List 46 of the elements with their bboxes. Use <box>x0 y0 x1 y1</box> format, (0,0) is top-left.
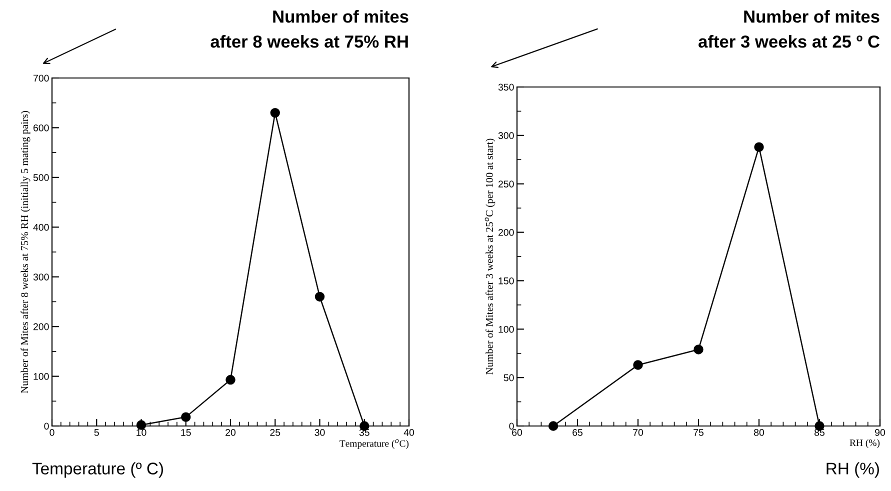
y-tick-label: 50 <box>504 374 514 382</box>
y-tick-label: 350 <box>498 84 514 91</box>
x-axis-title: Temperature ($^{o}$C) <box>340 439 409 449</box>
point <box>270 108 280 118</box>
y-tick-label: 500 <box>33 174 49 182</box>
x-tick-label: 40 <box>404 429 414 436</box>
point <box>548 421 558 431</box>
chart-title: Number of mites after 3 weeks at 25 º C <box>698 10 880 48</box>
x-tick-label: 60 <box>512 429 522 436</box>
x-tick-label: 25 <box>270 429 280 436</box>
y-tick-label: 200 <box>33 323 49 330</box>
point <box>754 142 764 152</box>
y-axis-title: Number of Mites after 3 weeks at 25$^{o}$C (per 100 at start) <box>484 138 496 374</box>
x-tick-label: 15 <box>181 429 191 436</box>
y-tick-label: 250 <box>498 180 514 188</box>
x-tick-label: 5 <box>94 429 99 436</box>
chart-title: Number of mites after 8 weeks at 75% RH <box>210 10 408 48</box>
y-tick-label: 300 <box>498 132 514 140</box>
x-tick-label: 0 <box>50 429 54 436</box>
text: Temperature (º C) <box>32 462 164 478</box>
y-tick-label: 100 <box>34 373 49 380</box>
y-tick-label: 0 <box>44 422 49 430</box>
x-tick-label: 30 <box>314 429 325 436</box>
x-axis-title: RH (%) <box>850 439 880 448</box>
y-tick-label: 150 <box>498 277 514 284</box>
text: RH (%) <box>826 462 879 478</box>
point <box>633 360 643 370</box>
x-tick-label: 10 <box>136 429 146 436</box>
point <box>181 412 191 422</box>
point <box>694 344 704 354</box>
y-tick-label: 200 <box>498 229 514 236</box>
y-tick-label: 300 <box>33 274 49 280</box>
y-axis-title: Number of Mites after 8 weeks at 75% RH (initially 5 mating pairs) <box>20 111 30 394</box>
y-tick-label: 400 <box>33 224 49 231</box>
x-tick-label: 80 <box>754 429 764 436</box>
y-tick-label: 100 <box>498 326 514 333</box>
y-tick-label: 600 <box>33 124 49 132</box>
point <box>226 374 236 385</box>
x-tick-label: 70 <box>633 429 644 436</box>
y-tick-label: 0 <box>509 422 514 430</box>
x-tick-label: 75 <box>694 429 704 436</box>
point <box>314 292 325 302</box>
y-tick-label: 700 <box>34 74 49 82</box>
x-tick-label: 20 <box>226 429 236 436</box>
x-tick-label: 90 <box>875 429 886 436</box>
x-tick-label: 65 <box>572 429 582 436</box>
